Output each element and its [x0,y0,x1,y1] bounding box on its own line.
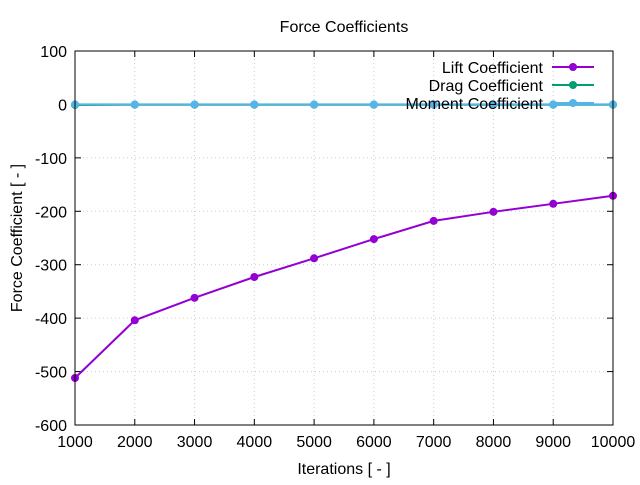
x-tick-label: 4000 [237,434,273,451]
x-tick-label: 10000 [591,434,636,451]
y-tick-label: 100 [40,44,67,61]
legend-marker [569,81,577,89]
y-tick-label: -100 [35,151,67,168]
x-tick-label: 2000 [117,434,153,451]
data-point [310,254,318,262]
legend-label: Lift Coefficient [442,60,544,77]
data-point [310,100,318,108]
data-point [370,100,378,108]
x-tick-label: 6000 [356,434,392,451]
data-point [131,316,139,324]
data-point [250,273,258,281]
x-tick-label: 3000 [177,434,213,451]
data-point [489,208,497,216]
data-point [430,217,438,225]
data-point [549,100,557,108]
series-line-0 [75,196,613,378]
y-tick-label: -500 [35,365,67,382]
legend-label: Drag Coefficient [429,78,544,95]
y-tick-label: -300 [35,258,67,275]
legend-marker [569,63,577,71]
data-point [250,100,258,108]
y-tick-label: 0 [58,97,67,114]
legend-label: Moment Coefficient [405,96,543,113]
data-point [191,100,199,108]
x-tick-label: 5000 [296,434,332,451]
data-point [131,100,139,108]
x-tick-label: 7000 [416,434,452,451]
legend-marker [569,99,577,107]
y-tick-label: -200 [35,204,67,221]
y-tick-label: -400 [35,311,67,328]
y-tick-label: -600 [35,418,67,435]
chart-title: Force Coefficients [280,19,409,36]
x-tick-label: 9000 [535,434,571,451]
data-point [191,294,199,302]
y-axis-label: Force Coefficient [ - ] [9,164,26,312]
data-point [370,235,378,243]
x-tick-label: 8000 [476,434,512,451]
data-point [549,200,557,208]
x-tick-label: 1000 [57,434,93,451]
x-axis-label: Iterations [ - ] [297,461,390,478]
